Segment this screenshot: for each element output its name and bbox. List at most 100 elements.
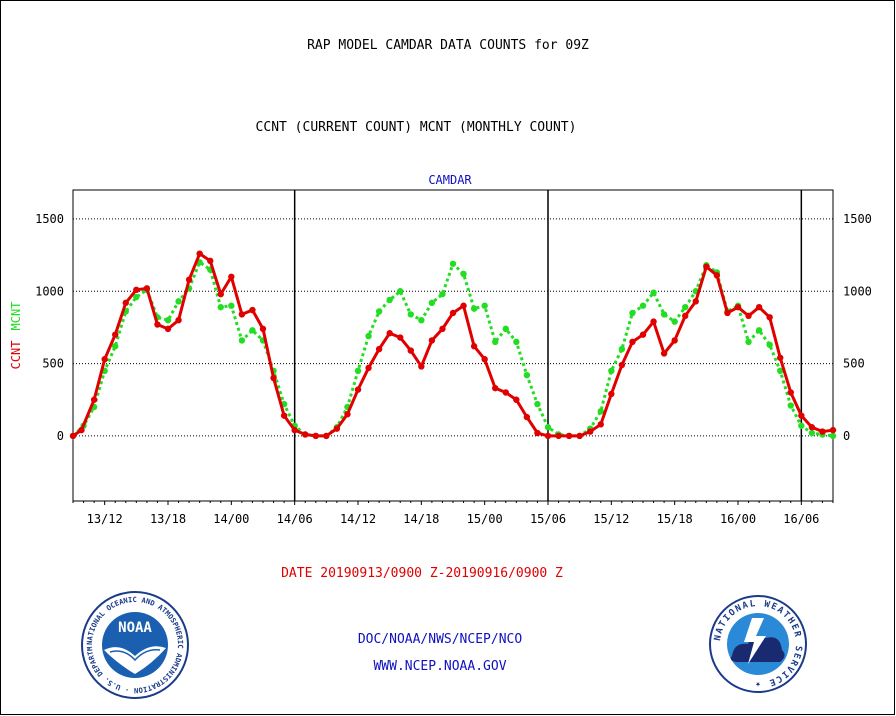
- point-ccnt: [143, 285, 151, 292]
- point-ccnt: [449, 309, 457, 317]
- point-mcnt: [534, 400, 541, 408]
- noaa-logo: NATIONAL OCEANIC AND ATMOSPHERIC ADMINIS…: [80, 590, 189, 699]
- point-ccnt: [270, 374, 277, 382]
- legend-description: CCNT (CURRENT COUNT) MCNT (MONTHLY COUNT…: [255, 120, 577, 135]
- point-mcnt: [650, 289, 657, 296]
- y-tick-left-0: 0: [57, 429, 64, 443]
- point-ccnt: [259, 325, 267, 333]
- point-ccnt: [122, 299, 129, 307]
- point-ccnt: [766, 314, 773, 321]
- point-ccnt: [597, 421, 604, 428]
- point-ccnt: [502, 389, 509, 396]
- point-mcnt: [745, 338, 752, 346]
- point-mcnt: [133, 293, 140, 301]
- point-ccnt: [608, 390, 615, 398]
- point-ccnt: [713, 272, 721, 279]
- point-mcnt: [354, 367, 362, 375]
- point-ccnt: [808, 424, 816, 431]
- point-ccnt: [164, 325, 172, 333]
- x-tick-label-15/12: 15/12: [593, 512, 629, 526]
- point-mcnt: [386, 296, 393, 304]
- point-ccnt: [196, 250, 203, 257]
- x-tick-label-15/06: 15/06: [530, 512, 566, 526]
- point-mcnt: [397, 288, 404, 295]
- point-ccnt: [207, 257, 214, 265]
- point-mcnt: [249, 327, 256, 334]
- point-ccnt: [418, 363, 425, 370]
- point-ccnt: [428, 337, 436, 344]
- y-tick-left-1000: 1000: [35, 284, 64, 298]
- y-axis-right: 0 500 1000 1500: [843, 212, 872, 443]
- point-mcnt: [418, 316, 425, 324]
- grid-lines: [73, 218, 833, 437]
- point-mcnt: [164, 316, 172, 324]
- point-mcnt: [112, 343, 119, 350]
- point-ccnt: [90, 396, 98, 403]
- point-mcnt: [608, 367, 615, 375]
- point-mcnt: [175, 298, 182, 305]
- series-ccnt: [69, 250, 837, 440]
- point-ccnt: [133, 286, 140, 294]
- point-ccnt: [154, 321, 161, 328]
- y-label-mcnt: MCNT: [9, 302, 23, 331]
- point-ccnt: [682, 312, 689, 320]
- y-axis-label: CCNT MCNT: [9, 302, 23, 370]
- point-mcnt: [228, 302, 235, 309]
- x-tick-label-14/06: 14/06: [277, 512, 313, 526]
- y-axis-label-text: CCNT MCNT: [9, 302, 23, 370]
- point-mcnt: [513, 338, 520, 346]
- nws-logo: NATIONAL WEATHER SERVICE ★: [709, 595, 807, 693]
- point-ccnt: [302, 431, 309, 438]
- point-ccnt: [375, 345, 383, 353]
- point-mcnt: [787, 402, 794, 409]
- website-url[interactable]: WWW.NCEP.NOAA.GOV: [373, 659, 507, 674]
- point-mcnt: [682, 303, 689, 311]
- point-mcnt: [375, 308, 383, 315]
- point-ccnt: [78, 426, 85, 434]
- point-ccnt: [576, 432, 583, 440]
- point-ccnt: [112, 331, 119, 338]
- day-boundary-lines: [293, 190, 803, 501]
- y-tick-left-1500: 1500: [35, 212, 64, 226]
- point-ccnt: [819, 428, 826, 435]
- point-mcnt: [671, 318, 678, 325]
- point-ccnt: [692, 298, 699, 305]
- y-label-ccnt: CCNT: [9, 341, 23, 370]
- point-mcnt: [502, 325, 509, 333]
- plot-area: [72, 189, 834, 502]
- point-ccnt: [397, 334, 404, 341]
- point-mcnt: [755, 327, 763, 334]
- point-ccnt: [724, 309, 731, 317]
- point-ccnt: [407, 347, 414, 354]
- point-ccnt: [175, 316, 182, 324]
- point-ccnt: [280, 412, 288, 419]
- point-mcnt: [523, 371, 531, 379]
- point-mcnt: [766, 341, 773, 348]
- x-tick-label-16/06: 16/06: [783, 512, 819, 526]
- point-mcnt: [449, 260, 457, 267]
- chart-title: RAP MODEL CAMDAR DATA COUNTS for 09Z: [307, 38, 589, 53]
- point-ccnt: [386, 330, 393, 337]
- x-tick-label-14/12: 14/12: [340, 512, 376, 526]
- point-ccnt: [755, 303, 763, 311]
- point-ccnt: [534, 429, 541, 437]
- x-axis: 13/12 13/18 14/00 14/06 14/12 14/18 15/00 15/06…: [72, 501, 834, 526]
- point-ccnt: [365, 364, 372, 372]
- point-ccnt: [555, 432, 562, 440]
- point-ccnt: [492, 384, 499, 392]
- point-mcnt: [217, 303, 224, 311]
- point-ccnt: [481, 356, 488, 363]
- point-ccnt: [618, 361, 626, 369]
- point-ccnt: [639, 331, 647, 338]
- point-ccnt: [323, 432, 330, 440]
- point-ccnt: [333, 425, 341, 432]
- point-ccnt: [777, 354, 784, 361]
- point-mcnt: [639, 302, 647, 309]
- x-tick-label-14/00: 14/00: [213, 512, 249, 526]
- y-axis-left: 0 500 1000 1500: [35, 212, 64, 443]
- point-ccnt: [798, 412, 805, 419]
- y-tick-right-0: 0: [843, 429, 850, 443]
- point-ccnt: [439, 325, 446, 333]
- panel-label: CAMDAR: [428, 173, 472, 187]
- point-ccnt: [565, 432, 573, 440]
